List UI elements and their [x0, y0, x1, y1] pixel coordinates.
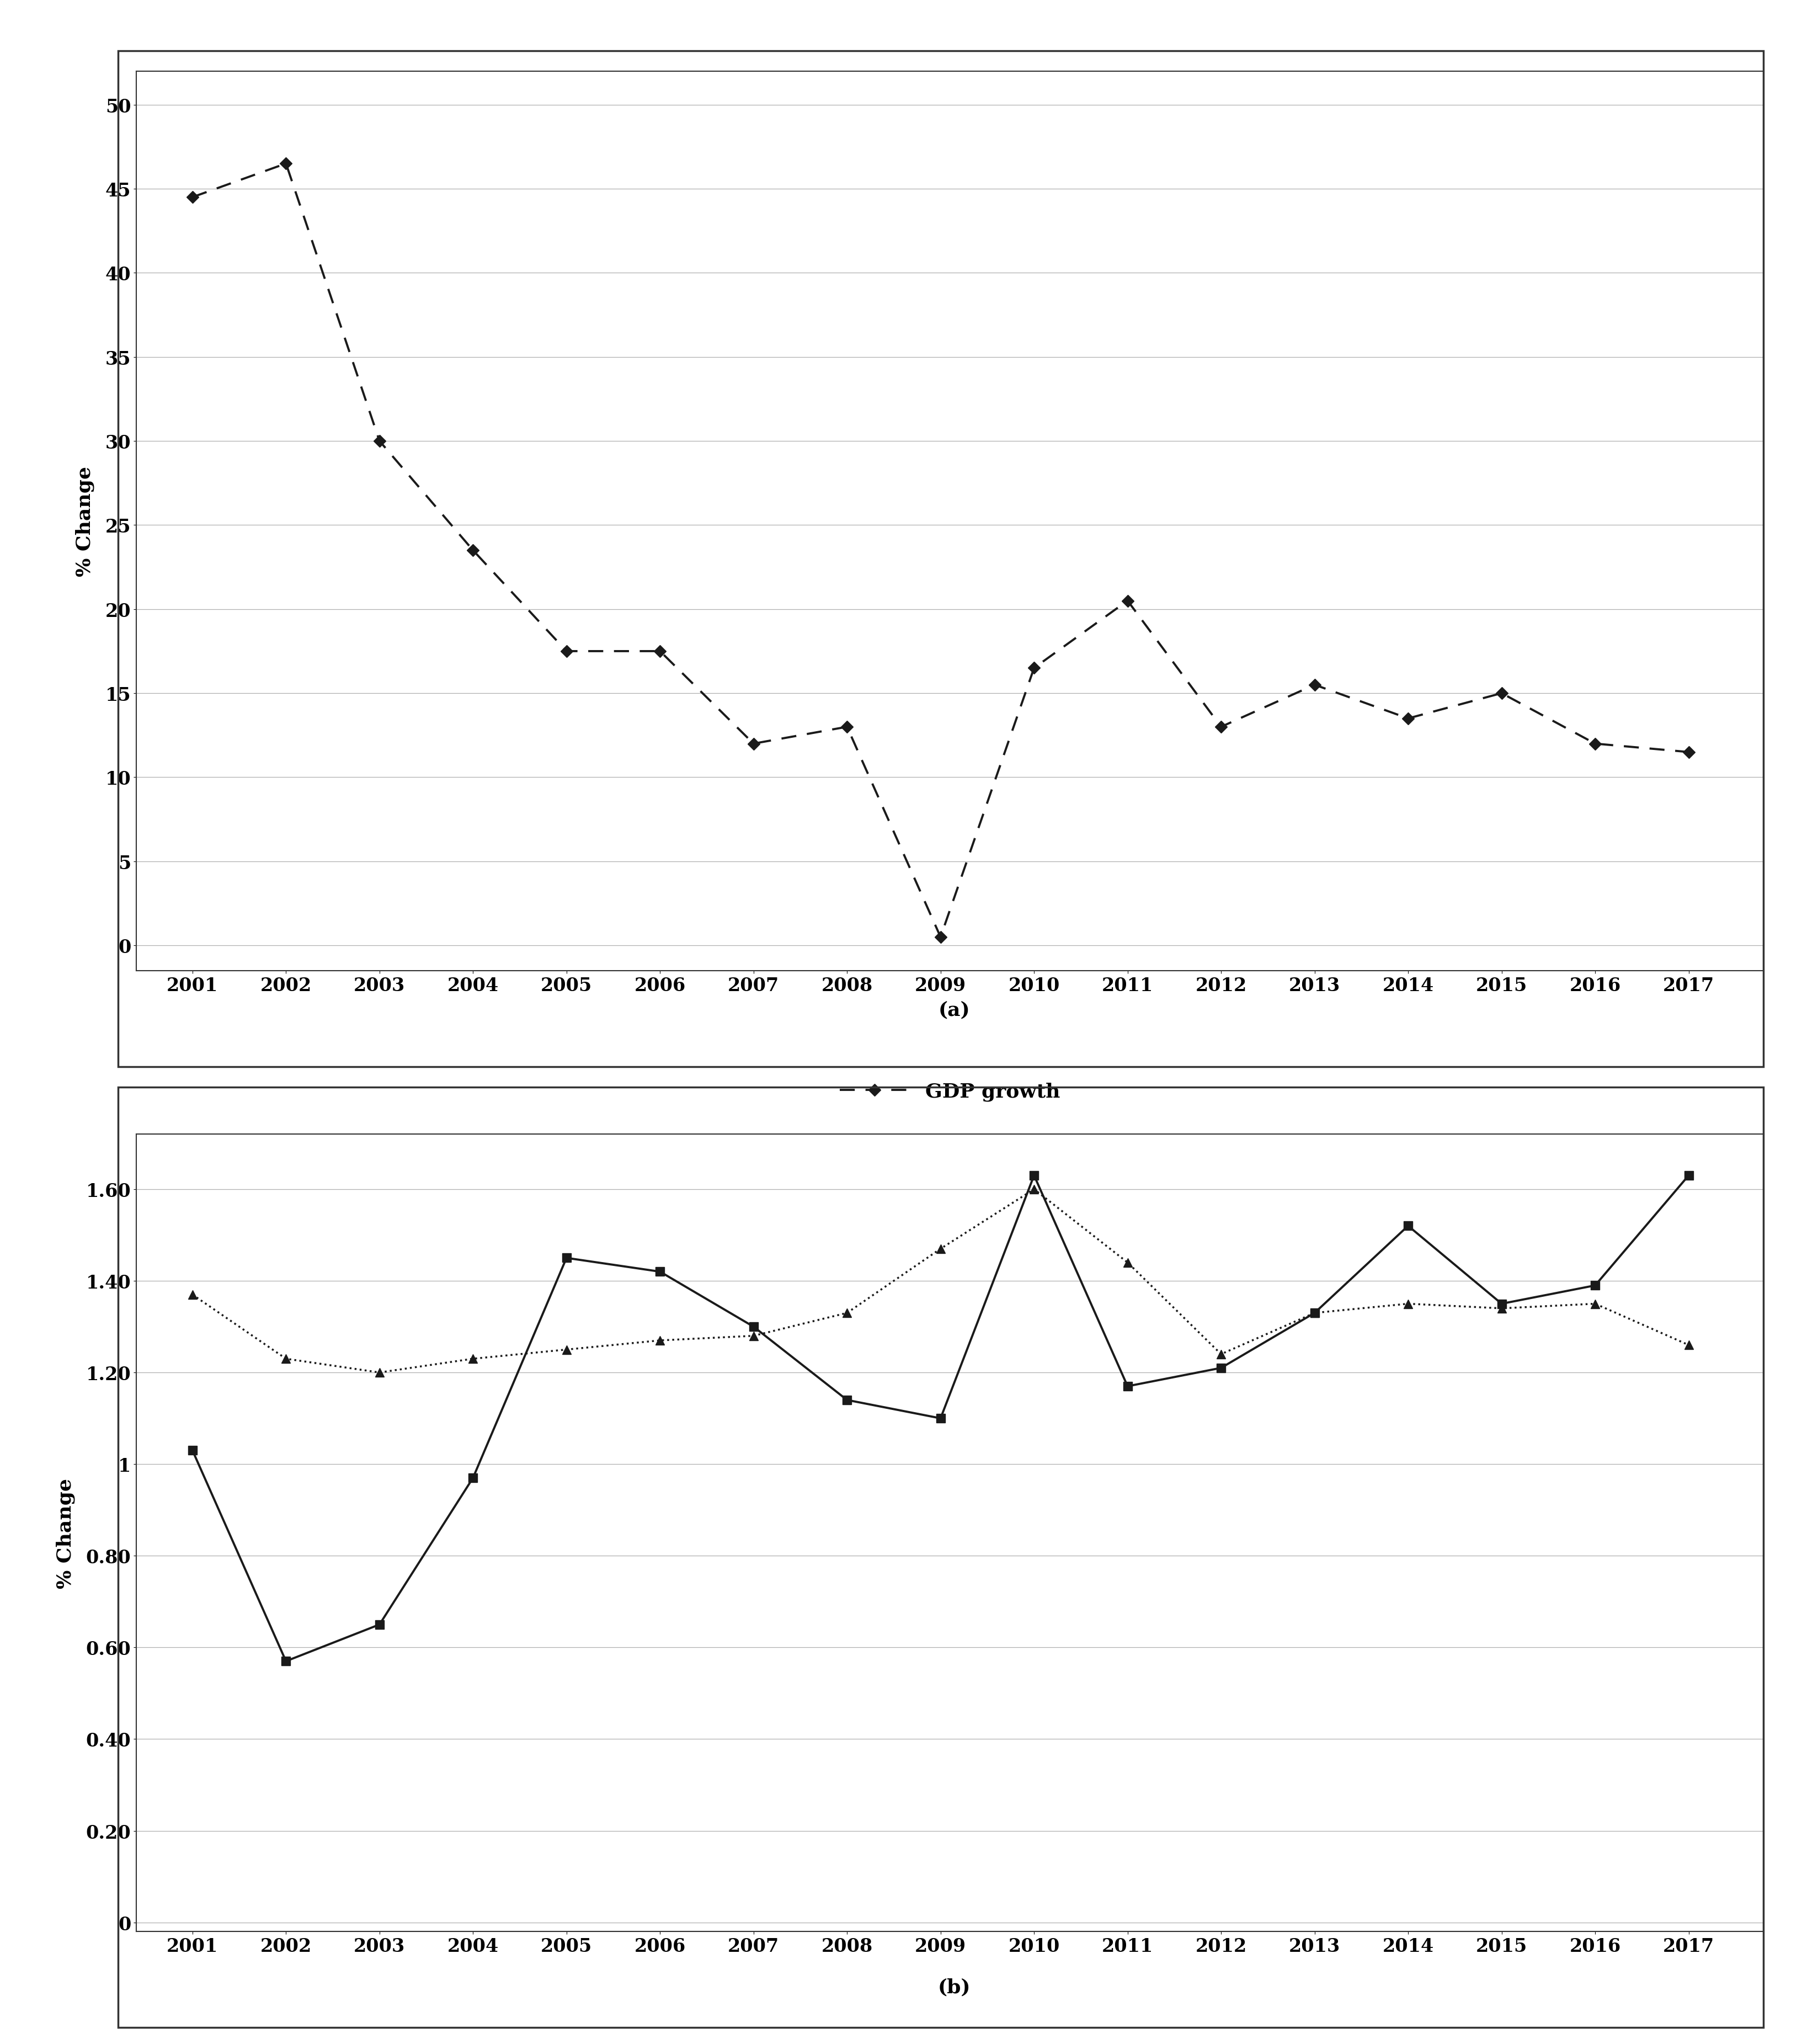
Building stock growth: [1491, 1292, 1513, 1316]
Population: [369, 1361, 391, 1386]
Y-axis label: % Change: % Change: [56, 1478, 75, 1588]
Population: [275, 1347, 296, 1372]
Building stock growth: [1583, 1273, 1605, 1298]
Building stock growth: [1024, 1163, 1045, 1188]
Building stock growth: [649, 1259, 671, 1284]
Building stock growth: [275, 1650, 296, 1674]
Building stock growth: [836, 1388, 858, 1412]
Building stock growth: [1398, 1214, 1420, 1239]
Building stock growth: [369, 1613, 391, 1637]
Population: [182, 1282, 204, 1306]
Population: [556, 1337, 578, 1361]
Building stock growth: [556, 1247, 578, 1271]
Building stock growth: [1304, 1300, 1325, 1325]
Line: Population: Population: [189, 1186, 1693, 1378]
Population: [836, 1300, 858, 1325]
Population: [929, 1237, 951, 1261]
Population: [649, 1329, 671, 1353]
Population: [1398, 1292, 1420, 1316]
Building stock growth: [462, 1466, 484, 1490]
Population: [1491, 1296, 1513, 1320]
Line: Building stock growth: Building stock growth: [189, 1171, 1693, 1666]
Population: [1116, 1251, 1138, 1275]
Population: [1304, 1300, 1325, 1325]
Y-axis label: % Change: % Change: [75, 466, 95, 576]
Population: [462, 1347, 484, 1372]
Population: [1678, 1333, 1700, 1357]
Building stock growth: [742, 1314, 764, 1339]
Building stock growth: [1116, 1374, 1138, 1398]
Building stock growth: [182, 1439, 204, 1464]
Building stock growth: [929, 1406, 951, 1431]
Text: (b): (b): [938, 1977, 971, 1997]
Building stock growth: [1211, 1355, 1233, 1380]
Building stock growth: [1678, 1163, 1700, 1188]
Legend: GDP growth: GDP growth: [831, 1075, 1069, 1110]
Population: [1024, 1177, 1045, 1202]
Population: [742, 1325, 764, 1349]
Population: [1583, 1292, 1605, 1316]
Text: (a): (a): [938, 1000, 971, 1020]
Population: [1211, 1343, 1233, 1367]
